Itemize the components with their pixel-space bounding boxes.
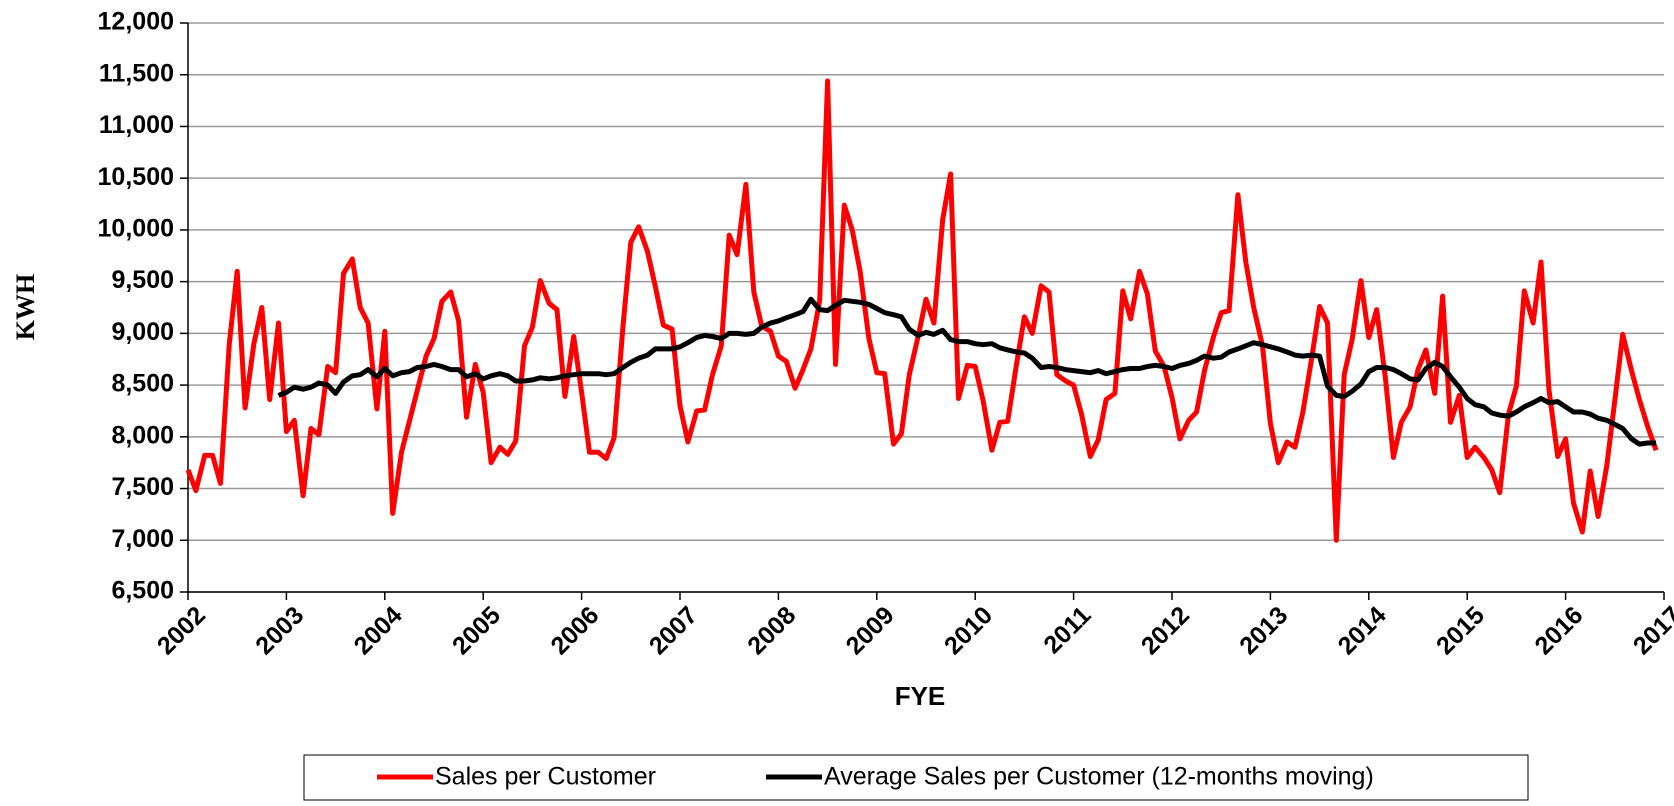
y-tick-label: 11,000 bbox=[99, 111, 174, 139]
series-line bbox=[277, 296, 1657, 447]
y-tick-label: 9,000 bbox=[111, 318, 174, 346]
x-tick-label: 2015 bbox=[1431, 601, 1490, 660]
x-tick-label: 2002 bbox=[152, 601, 211, 660]
legend-label: Average Sales per Customer (12-months mo… bbox=[824, 763, 1374, 791]
x-tick-label: 2011 bbox=[1038, 601, 1096, 659]
x-tick-label: 2016 bbox=[1529, 601, 1588, 660]
y-tick-label: 8,000 bbox=[111, 421, 174, 449]
y-tick-label: 10,000 bbox=[98, 215, 174, 243]
x-tick-label: 2007 bbox=[644, 601, 703, 660]
x-tick-label: 2017 bbox=[1628, 601, 1674, 660]
x-tick-label: 2013 bbox=[1234, 601, 1293, 660]
y-tick-label: 10,500 bbox=[98, 163, 174, 191]
x-tick-label: 2012 bbox=[1136, 601, 1195, 660]
y-tick-label: 11,500 bbox=[99, 59, 174, 87]
x-tick-label: 2008 bbox=[742, 601, 801, 660]
series-line bbox=[185, 78, 1659, 543]
x-tick-label: 2005 bbox=[447, 601, 506, 660]
y-tick-label: 7,500 bbox=[111, 473, 174, 501]
y-axis-title: KWH bbox=[11, 274, 40, 340]
legend-box bbox=[303, 754, 1529, 801]
y-tick-label: 12,000 bbox=[98, 8, 174, 36]
y-tick-label: 8,500 bbox=[111, 370, 174, 398]
x-tick-label: 2009 bbox=[841, 601, 900, 660]
legend-label: Sales per Customer bbox=[435, 763, 656, 791]
y-tick-label: 7,000 bbox=[111, 525, 174, 553]
x-tick-label: 2014 bbox=[1333, 601, 1392, 660]
y-tick-label: 6,500 bbox=[111, 577, 174, 605]
y-tick-label: 9,500 bbox=[111, 266, 174, 294]
x-tick-label: 2006 bbox=[545, 601, 604, 660]
x-tick-label: 2003 bbox=[250, 601, 309, 660]
x-tick-label: 2004 bbox=[349, 601, 408, 660]
x-axis-title: FYE bbox=[895, 681, 946, 711]
x-tick-label: 2010 bbox=[939, 601, 998, 660]
